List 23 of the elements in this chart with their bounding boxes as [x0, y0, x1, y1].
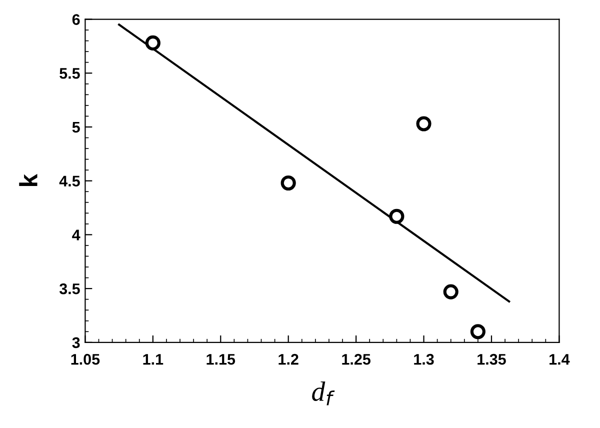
- x-tick-label: 1.4: [550, 354, 570, 365]
- point: [416, 116, 432, 132]
- point: [389, 208, 404, 224]
- x-tick-label: 1.05: [71, 354, 100, 365]
- x-tick-label: 1.2: [278, 354, 298, 365]
- y-tick-label: 6: [72, 14, 80, 25]
- y-axis-title: k: [19, 174, 38, 186]
- y-tick-label: 3: [72, 337, 80, 348]
- y-tick-label: 4: [72, 230, 80, 240]
- x-tick-label: 1.35: [478, 354, 506, 365]
- point: [280, 175, 296, 191]
- y-tick-label: 5.5: [60, 68, 80, 79]
- x-tick-label: 1.25: [342, 354, 370, 365]
- x-tick-label: 1.15: [206, 354, 236, 365]
- y-tick-label: 4.5: [59, 176, 80, 187]
- point: [470, 324, 486, 340]
- y-tick-label: 3.5: [59, 283, 80, 294]
- point: [443, 284, 458, 300]
- x-axis-title: d$_{f}$: [312, 381, 335, 406]
- x-tick-label: 1.3: [414, 354, 434, 365]
- point: [145, 35, 160, 50]
- x-tick-label: 1.1: [143, 354, 164, 365]
- y-tick-label: 5: [72, 122, 80, 133]
